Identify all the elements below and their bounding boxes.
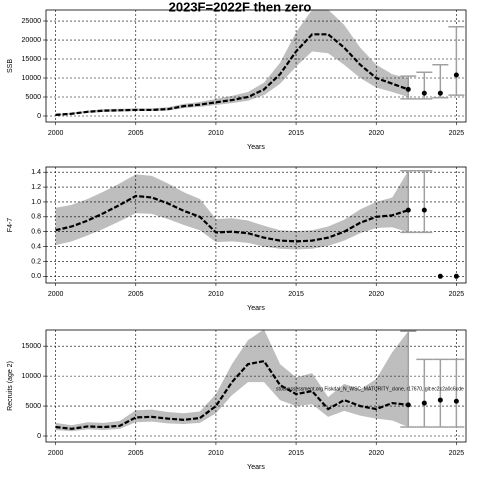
y-tick-label: 1.2 <box>31 184 41 191</box>
y-tick-label: 0.2 <box>31 258 41 265</box>
y-axis-label: SSB <box>7 59 14 73</box>
y-axis-label: F4-7 <box>7 218 14 233</box>
projection-point <box>405 402 411 408</box>
y-tick-label: 25000 <box>22 18 42 25</box>
x-tick-label: 2005 <box>128 130 144 137</box>
x-tick-label: 2025 <box>449 450 465 457</box>
x-tick-label: 2010 <box>208 291 224 298</box>
y-tick-label: 15000 <box>22 343 42 350</box>
y-tick-label: 0.6 <box>31 229 41 236</box>
x-tick-label: 2015 <box>288 450 304 457</box>
x-tick-label: 2010 <box>208 450 224 457</box>
x-tick-label: 2000 <box>48 291 64 298</box>
estimate-line <box>55 33 409 116</box>
y-tick-label: 5000 <box>25 94 41 101</box>
projection-point <box>421 207 427 213</box>
x-tick-label: 2005 <box>128 450 144 457</box>
x-axis-label: Years <box>247 144 265 151</box>
x-tick-label: 2020 <box>368 450 384 457</box>
projection-point <box>453 72 459 78</box>
x-tick-label: 2000 <box>48 130 64 137</box>
x-axis-label: Years <box>247 305 265 312</box>
projection-point <box>421 400 427 406</box>
y-tick-label: 0 <box>37 433 41 440</box>
projection-point <box>405 207 411 213</box>
y-tick-label: 0.0 <box>31 273 41 280</box>
projection-point <box>453 398 459 404</box>
projection-point <box>437 397 443 403</box>
x-tick-label: 2015 <box>288 130 304 137</box>
y-axis-label: Recruits (age 2) <box>7 361 14 411</box>
x-tick-label: 2010 <box>208 130 224 137</box>
projection-point <box>437 90 443 96</box>
x-tick-label: 2025 <box>449 130 465 137</box>
confidence-band <box>55 170 409 250</box>
projection-point <box>453 273 459 279</box>
plot-frame <box>45 329 467 443</box>
x-tick-label: 2015 <box>288 291 304 298</box>
x-tick-label: 2020 <box>368 130 384 137</box>
y-tick-label: 0.4 <box>31 243 41 250</box>
annotation: stockassessment.org Fiskdal_N_WSC_MATURI… <box>276 386 464 392</box>
y-tick-label: 5000 <box>25 403 41 410</box>
confidence-band <box>55 329 409 432</box>
y-tick-label: 20000 <box>22 37 42 44</box>
projection-point <box>405 86 411 92</box>
x-tick-label: 2005 <box>128 291 144 298</box>
confidence-band <box>55 9 409 116</box>
y-tick-label: 15000 <box>22 56 42 63</box>
estimate-line <box>55 194 409 243</box>
plot-frame <box>45 166 467 284</box>
chart-title: 2023F=2022F then zero <box>169 0 312 14</box>
projection-point <box>437 273 443 279</box>
y-tick-label: 1.0 <box>31 199 41 206</box>
plot-frame <box>45 9 467 123</box>
y-tick-label: 0.8 <box>31 214 41 221</box>
y-tick-label: 10000 <box>22 75 42 82</box>
y-tick-label: 0 <box>37 113 41 120</box>
y-tick-label: 1.4 <box>31 169 41 176</box>
x-tick-label: 2020 <box>368 291 384 298</box>
estimate-line <box>55 359 409 430</box>
x-tick-label: 2025 <box>449 291 465 298</box>
y-tick-label: 10000 <box>22 373 42 380</box>
x-axis-label: Years <box>247 464 265 471</box>
x-tick-label: 2000 <box>48 450 64 457</box>
projection-point <box>421 90 427 96</box>
